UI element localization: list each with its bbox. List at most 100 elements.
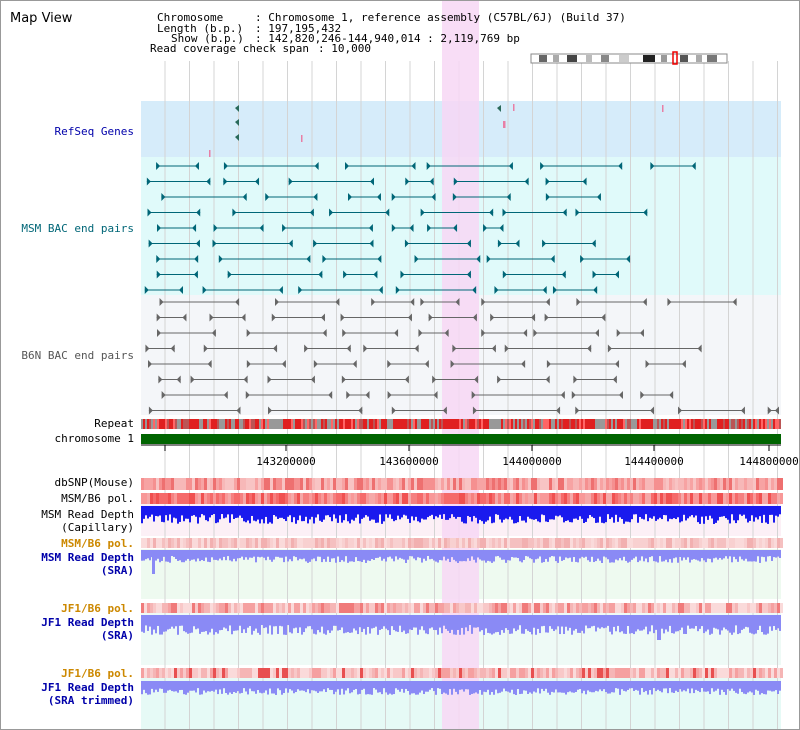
msm-cap-depth-bar: [181, 506, 183, 516]
msm-pol-heat: [192, 493, 195, 504]
repeat-segment: [593, 419, 595, 429]
jf1-trim-depth-bar: [165, 681, 167, 693]
msm-sra-depth-bar: [659, 550, 661, 557]
track-label-msm-depth-sra[interactable]: MSM Read Depth: [41, 551, 134, 564]
jf1-sra-depth-bar: [509, 615, 511, 634]
jf1-pol-heat: [414, 603, 417, 613]
dbsnp-heat: [696, 478, 699, 490]
track-label-msm-pol-1[interactable]: MSM/B6 pol.: [61, 492, 134, 505]
msm-sra-depth-bar: [479, 550, 481, 560]
msm-pol-heat: [462, 493, 465, 504]
msm-bac-pair-end: [497, 239, 502, 248]
msm-cap-depth-bar: [265, 506, 267, 517]
jf1-sra-depth-bar: [227, 615, 229, 632]
dbsnp-heat: [306, 478, 309, 490]
repeat-segment: [691, 419, 693, 429]
msm-pol-heat: [732, 493, 735, 504]
jf1-trim-depth-bar: [579, 681, 581, 690]
jf1-sra-depth-bar: [605, 615, 607, 628]
jf1-pol-heat: [744, 603, 747, 613]
msm-pol-heat-2: [297, 538, 300, 548]
msm-sra-depth-bar: [545, 550, 547, 559]
track-label-repeat[interactable]: Repeat: [94, 417, 134, 430]
msm-pol-heat-2: [570, 538, 573, 548]
jf1-trim-depth-bar: [391, 681, 393, 695]
jf1-sra-depth-bar: [471, 615, 473, 634]
msm-sra-depth-bar: [215, 550, 217, 560]
jf1-trim-depth-bar: [675, 681, 677, 691]
track-label-msm-pol-2[interactable]: MSM/B6 pol.: [61, 537, 134, 550]
track-label-msm-bac[interactable]: MSM BAC end pairs: [21, 222, 134, 235]
jf1-trim-depth-bar: [271, 681, 273, 694]
track-label-chromosome[interactable]: chromosome 1: [54, 432, 134, 445]
msm-cap-depth-bar: [509, 506, 511, 517]
track-label-jf1-depth-sra[interactable]: JF1 Read Depth: [41, 616, 134, 629]
b6n-bac-pair-end: [352, 360, 357, 368]
msm-sra-depth-bar: [287, 550, 289, 562]
track-label-jf1-depth-trim[interactable]: JF1 Read Depth: [41, 681, 134, 694]
jf1-sra-depth-bar: [667, 615, 669, 632]
track-label-dbsnp[interactable]: dbSNP(Mouse): [54, 476, 134, 489]
track-label-msm-depth-cap[interactable]: MSM Read Depth: [41, 508, 134, 521]
msm-sra-depth-bar: [701, 550, 703, 559]
repeat-segment: [759, 419, 761, 429]
msm-bac-pair-end: [369, 177, 374, 186]
msm-sra-depth-bar: [217, 550, 219, 561]
jf1-pol-heat-2: [771, 668, 774, 678]
track-label-jf1-pol-1[interactable]: JF1/B6 pol.: [61, 602, 134, 615]
track-label-refseq[interactable]: RefSeq Genes: [54, 125, 134, 138]
msm-sra-depth-bar: [259, 550, 261, 558]
msm-cap-depth-bar: [201, 506, 203, 515]
repeat-segment: [497, 419, 499, 429]
repeat-segment: [215, 419, 217, 429]
dbsnp-heat: [690, 478, 693, 490]
track-label-b6n-bac[interactable]: B6N BAC end pairs: [21, 349, 134, 362]
jf1-sra-depth-bar: [187, 615, 189, 634]
repeat-segment: [161, 419, 163, 429]
b6n-bac-pair-end: [601, 313, 606, 322]
jf1-trim-depth-bar: [145, 681, 147, 694]
jf1-pol-heat-2: [246, 668, 249, 678]
jf1-pol-heat: [339, 603, 342, 613]
jf1-trim-depth-bar: [627, 681, 629, 690]
repeat-segment: [705, 419, 707, 429]
jf1-trim-depth-bar: [381, 681, 383, 695]
msm-bac-pair-end: [626, 255, 631, 263]
track-label-jf1-pol-2[interactable]: JF1/B6 pol.: [61, 667, 134, 680]
msm-pol-heat: [702, 493, 705, 504]
repeat-segment: [473, 419, 475, 429]
msm-sra-depth-bar: [437, 550, 439, 563]
msm-bac-pair-end: [218, 255, 223, 263]
msm-sra-depth-bar: [435, 550, 437, 562]
jf1-trim-depth-bar: [291, 681, 293, 691]
msm-pol-heat: [480, 493, 483, 504]
msm-bac-pair-end: [373, 270, 378, 279]
dbsnp-heat: [381, 478, 384, 490]
ideogram-band: [680, 55, 688, 62]
repeat-segment: [703, 419, 705, 429]
msm-sra-depth-bar: [535, 550, 537, 560]
jf1-trim-depth-bar: [651, 681, 653, 695]
jf1-pol-heat-2: [384, 668, 387, 678]
msm-pol-heat: [366, 493, 369, 504]
jf1-sra-depth-bar: [559, 615, 561, 635]
msm-sra-depth-bar: [143, 550, 145, 561]
msm-sra-depth-bar: [245, 550, 247, 558]
msm-pol-heat-2: [753, 538, 756, 548]
jf1-pol-heat: [561, 603, 564, 613]
jf1-pol-heat-2: [360, 668, 363, 678]
repeat-segment: [385, 419, 387, 429]
msm-sra-depth-bar: [477, 550, 479, 558]
msm-pol-heat-2: [207, 538, 210, 548]
msm-sra-depth-bar: [359, 550, 361, 562]
jf1-pol-heat: [582, 603, 585, 613]
jf1-sra-depth-bar: [587, 615, 589, 629]
msm-sra-depth-bar: [551, 550, 553, 557]
repeat-segment: [663, 419, 665, 429]
repeat-segment: [179, 419, 181, 429]
msm-pol-heat: [690, 493, 693, 504]
repeat-segment: [575, 419, 577, 429]
repeat-segment: [471, 419, 473, 429]
msm-sra-depth-bar: [453, 550, 455, 560]
